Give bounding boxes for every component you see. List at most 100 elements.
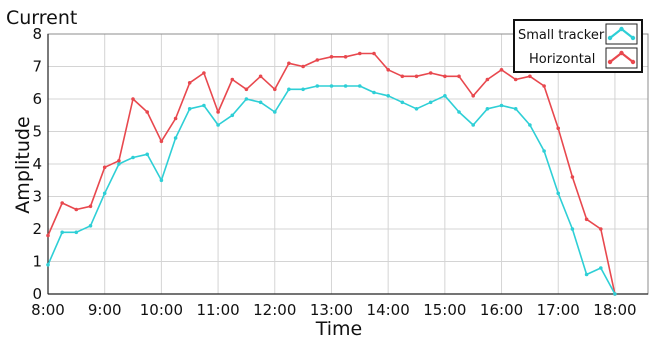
data-point-horizontal xyxy=(145,110,149,114)
data-point-horizontal xyxy=(372,51,376,56)
x-tick-label: 16:00 xyxy=(480,301,523,319)
legend-marker-horizontal xyxy=(619,50,624,56)
data-point-horizontal xyxy=(102,165,107,170)
y-tick-label: 1 xyxy=(32,253,42,271)
data-point-small-tracker xyxy=(570,227,575,231)
legend-label-small-tracker: Small tracker xyxy=(518,28,605,43)
data-point-horizontal xyxy=(499,68,504,72)
data-point-small-tracker xyxy=(273,110,277,114)
data-point-small-tracker xyxy=(471,123,476,127)
legend-marker-small-tracker xyxy=(619,26,624,32)
legend-marker-horizontal xyxy=(630,59,636,65)
data-point-horizontal xyxy=(329,55,334,59)
data-point-horizontal xyxy=(584,217,589,222)
data-point-horizontal xyxy=(131,97,135,101)
chart-title: Current xyxy=(6,7,77,29)
data-point-small-tracker xyxy=(287,87,291,92)
data-point-small-tracker xyxy=(159,178,164,183)
y-tick-label: 4 xyxy=(32,155,42,173)
axes-layer: 0 1 2 3 4 5 6 7 8 8:00 9:00 10:00 11:00 12:00 13:00 14:… xyxy=(31,25,649,319)
data-point-small-tracker xyxy=(414,107,419,111)
x-tick-label: 10:00 xyxy=(140,301,183,319)
data-point-small-tracker xyxy=(443,94,447,98)
data-point-horizontal xyxy=(46,233,50,238)
x-tick-label: 15:00 xyxy=(423,301,466,319)
data-point-small-tracker xyxy=(343,84,348,88)
data-point-small-tracker xyxy=(400,100,405,105)
data-point-horizontal xyxy=(216,110,220,114)
labels-layer: Current Time Amplitude xyxy=(6,7,362,338)
x-axis-title: Time xyxy=(315,318,363,338)
x-tick-label: 14:00 xyxy=(367,301,410,319)
x-tick-label: 17:00 xyxy=(537,301,580,319)
data-point-horizontal xyxy=(315,58,320,62)
data-point-small-tracker xyxy=(230,113,235,118)
data-point-small-tracker xyxy=(584,272,589,277)
data-point-small-tracker xyxy=(315,84,320,88)
data-point-small-tracker xyxy=(513,107,518,111)
data-point-horizontal xyxy=(358,51,362,56)
data-point-small-tracker xyxy=(102,191,107,196)
data-point-small-tracker xyxy=(386,94,391,98)
legend-swatch-box-small-tracker xyxy=(605,23,638,45)
data-point-horizontal xyxy=(386,68,391,72)
data-point-small-tracker xyxy=(329,84,334,88)
y-tick-label: 0 xyxy=(32,285,42,303)
data-point-small-tracker xyxy=(88,224,93,228)
y-tick-label: 7 xyxy=(32,58,42,76)
x-tick-label: 18:00 xyxy=(593,301,636,319)
legend-marker-horizontal xyxy=(607,59,613,65)
data-point-small-tracker xyxy=(145,152,149,157)
data-point-horizontal xyxy=(244,87,249,92)
data-point-small-tracker xyxy=(499,103,504,108)
data-point-small-tracker xyxy=(528,123,532,127)
data-point-horizontal xyxy=(202,71,206,75)
data-point-small-tracker xyxy=(428,100,433,105)
data-point-horizontal xyxy=(485,77,490,82)
data-point-small-tracker xyxy=(131,155,135,160)
data-point-horizontal xyxy=(400,74,405,79)
grid-layer xyxy=(48,34,648,294)
data-point-small-tracker xyxy=(485,107,490,111)
x-tick-label: 12:00 xyxy=(253,301,296,319)
data-point-horizontal xyxy=(599,227,603,231)
legend-swatches xyxy=(607,26,636,65)
data-point-horizontal xyxy=(60,201,64,205)
data-point-small-tracker xyxy=(358,84,362,88)
data-point-small-tracker xyxy=(117,162,121,166)
data-point-small-tracker xyxy=(46,263,50,267)
data-point-horizontal xyxy=(457,74,461,79)
data-point-small-tracker xyxy=(173,136,178,140)
y-tick-label: 3 xyxy=(32,188,42,206)
x-tick-label: 8:00 xyxy=(31,301,65,319)
y-tick-label: 5 xyxy=(32,123,42,141)
data-point-horizontal xyxy=(528,74,532,79)
data-point-horizontal xyxy=(230,77,235,82)
series-layer xyxy=(46,51,617,296)
data-point-horizontal xyxy=(542,84,546,88)
legend: Small tracker Horizontal xyxy=(513,19,643,73)
x-tick-label: 11:00 xyxy=(196,301,239,319)
data-point-small-tracker xyxy=(60,230,64,235)
data-point-horizontal xyxy=(414,74,419,79)
data-point-horizontal xyxy=(74,207,79,212)
data-point-horizontal xyxy=(187,81,192,85)
data-point-small-tracker xyxy=(216,123,220,127)
data-point-horizontal xyxy=(258,74,263,79)
y-tick-label: 6 xyxy=(32,90,42,108)
data-point-horizontal xyxy=(443,74,447,79)
data-point-small-tracker xyxy=(301,87,305,92)
data-point-horizontal xyxy=(428,71,433,75)
x-tick-label: 9:00 xyxy=(88,301,122,319)
legend-label-horizontal: Horizontal xyxy=(529,52,595,67)
data-point-small-tracker xyxy=(74,230,79,235)
data-point-small-tracker xyxy=(258,100,263,105)
legend-swatch-box-horizontal xyxy=(605,47,638,69)
y-tick-label: 2 xyxy=(32,220,42,238)
data-point-horizontal xyxy=(117,159,121,163)
data-point-horizontal xyxy=(287,61,291,66)
y-tick-label: 8 xyxy=(32,25,42,43)
data-point-horizontal xyxy=(343,55,348,59)
data-point-small-tracker xyxy=(556,191,560,196)
